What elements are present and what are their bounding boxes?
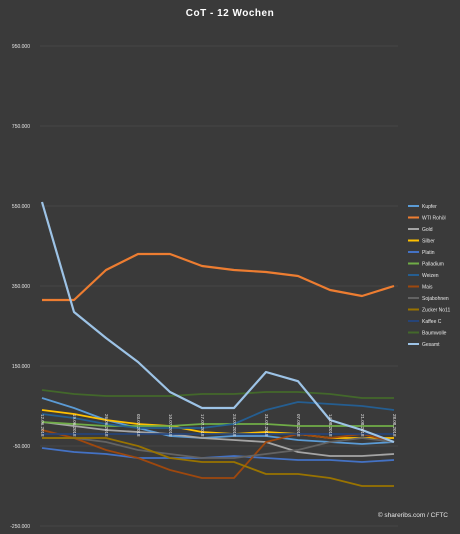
legend-label: Mais — [422, 284, 433, 290]
series-line-zucker-no11 — [42, 437, 394, 487]
y-axis: 950.000 750.000 550.000 350.000 150.000 -50.0… — [10, 44, 30, 530]
x-tick-label: 28.08.2018 — [392, 414, 397, 437]
y-tick-label: 550.000 — [12, 204, 30, 210]
x-tick-label: 12.06.2018 — [40, 414, 45, 437]
x-tick-label: 21.08.2018 — [360, 414, 365, 437]
x-tick-label: 10.07.2018 — [168, 414, 173, 437]
x-tick-label: 03.07.2018 — [136, 414, 141, 437]
legend-label: Baumwolle — [422, 330, 447, 336]
legend-label: Platin — [422, 250, 435, 256]
legend-label: Weizen — [422, 273, 439, 279]
x-axis: 12.06.2018 19.06.2018 26.06.2018 03.07.2018… — [40, 414, 397, 437]
legend-label: Gesamt — [422, 342, 440, 348]
y-tick-label: -250.000 — [10, 524, 30, 530]
credit-text: © shareribs.com / CFTC — [378, 511, 448, 519]
legend: Kupfer WTI Rohöl Gold Silber Platin Palladium… — [408, 204, 450, 348]
series-line-mais — [41, 429, 395, 479]
x-tick-label: 17.07.2018 — [200, 414, 205, 437]
y-tick-label: 150.000 — [12, 364, 30, 370]
x-tick-label: 07.08.2018 — [296, 414, 301, 437]
legend-label: Silber — [422, 238, 435, 244]
series-line-gold — [41, 421, 395, 457]
x-tick-label: 14.08.2018 — [328, 414, 333, 437]
series-line-platin — [41, 447, 395, 463]
chart-title: CoT - 12 Wochen — [186, 8, 274, 19]
series-line-gesamt — [40, 201, 395, 444]
x-tick-label: 24.07.2018 — [232, 414, 237, 437]
legend-label: WTI Rohöl — [422, 215, 446, 221]
series-line-palladium — [41, 421, 394, 427]
legend-label: Gold — [422, 227, 433, 233]
x-tick-label: 26.06.2018 — [104, 414, 109, 437]
series-lines — [40, 201, 395, 487]
legend-label: Zucker No11 — [422, 307, 450, 313]
x-tick-label: 31.07.2018 — [264, 414, 269, 437]
y-tick-label: 750.000 — [12, 124, 30, 130]
series-line-baumwolle — [41, 389, 394, 399]
series-line-wti-rohöl — [42, 252, 395, 302]
y-tick-label: 350.000 — [12, 284, 30, 290]
legend-label: Sojabohnen — [422, 296, 449, 302]
legend-label: Kupfer — [422, 204, 437, 210]
legend-label: Palladium — [422, 261, 444, 267]
series-line-kupfer — [41, 397, 395, 445]
gridlines — [40, 45, 398, 527]
series-line-weizen — [41, 401, 395, 429]
series-line-sojabohnen — [42, 437, 395, 459]
y-tick-label: -50.000 — [13, 444, 30, 450]
y-tick-label: 950.000 — [12, 44, 30, 50]
x-tick-label: 19.06.2018 — [72, 414, 77, 437]
legend-label: Kaffee C — [422, 319, 442, 325]
